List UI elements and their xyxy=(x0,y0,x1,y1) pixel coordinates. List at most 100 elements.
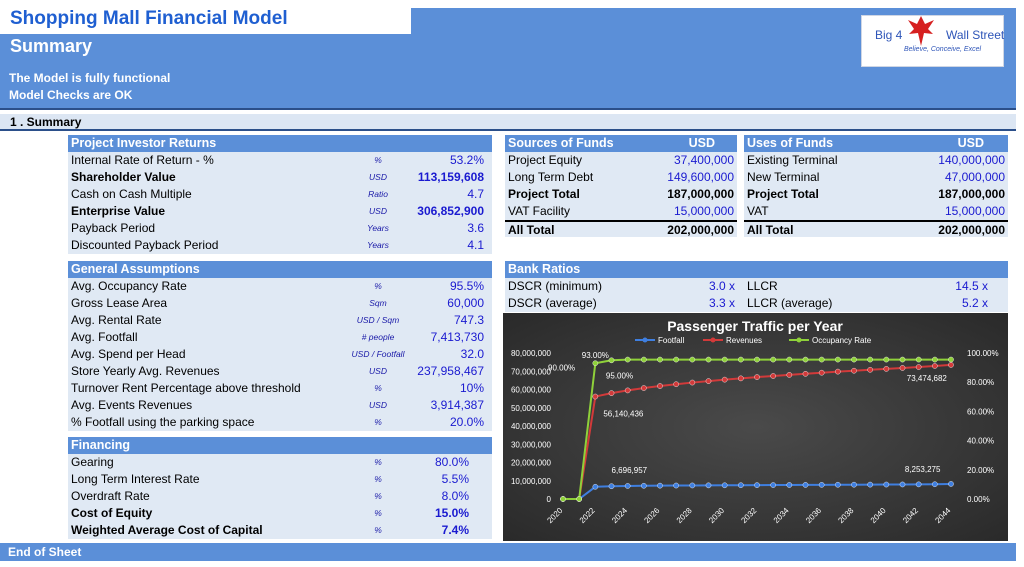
data-label: 73,474,682 xyxy=(907,374,948,383)
investor-return-row-label: Discounted Payback Period xyxy=(71,238,219,252)
series-point xyxy=(818,356,825,363)
source-row-value: 149,600,000 xyxy=(667,170,734,184)
legend-marker xyxy=(796,337,802,343)
financing-row-unit: % xyxy=(374,525,382,535)
y-left-tick-label: 50,000,000 xyxy=(511,404,552,413)
series-point xyxy=(835,481,841,488)
assumption-row-unit: % xyxy=(374,417,382,427)
investor-return-row-label: Cash on Cash Multiple xyxy=(71,187,192,201)
series-point xyxy=(624,356,631,363)
series-point xyxy=(705,356,712,363)
series-point xyxy=(738,482,744,489)
use-row: New Terminal 47,000,000 xyxy=(744,169,1008,186)
use-row: Existing Terminal 140,000,000 xyxy=(744,152,1008,169)
investor-return-row-unit: USD xyxy=(369,206,387,216)
bank-ratio-row-label-2: LLCR xyxy=(747,279,778,293)
use-row-label: Project Total xyxy=(747,187,819,201)
series-point xyxy=(689,379,696,386)
passenger-traffic-chart: Passenger Traffic per Year Footfall Revenu… xyxy=(503,313,1008,541)
series-point xyxy=(770,356,776,363)
series-point xyxy=(786,372,793,378)
series-point xyxy=(883,356,890,363)
legend-label: Revenues xyxy=(726,336,762,345)
legend-marker xyxy=(642,337,648,343)
bank-ratios-title: Bank Ratios xyxy=(505,261,1008,278)
y-left-tick-label: 10,000,000 xyxy=(511,477,552,486)
sources-title: Sources of Funds xyxy=(508,136,614,150)
assumption-row-value: 3,914,387 xyxy=(430,398,484,412)
sources-total-label: All Total xyxy=(508,223,555,237)
legend-marker xyxy=(710,337,716,343)
investor-return-row-value: 113,159,608 xyxy=(417,170,484,184)
series-point xyxy=(770,482,776,488)
series-point xyxy=(608,357,615,364)
investor-returns-table: Internal Rate of Return - %% 53.2% Shareho… xyxy=(68,152,492,254)
series-point xyxy=(641,385,647,391)
uses-currency: USD xyxy=(957,136,984,150)
chart-title: Passenger Traffic per Year xyxy=(667,318,843,334)
bank-ratios-table: DSCR (minimum) 3.0 x LLCR 14.5 x DSCR (avera… xyxy=(505,278,1008,312)
model-checks-status: Model Checks are OK xyxy=(9,88,133,102)
assumption-row-value: 60,000 xyxy=(447,296,484,310)
logo-text-left: Big 4 xyxy=(875,28,903,42)
assumption-row-unit: % xyxy=(374,281,382,291)
legend-label: Occupancy Rate xyxy=(812,336,872,345)
financing-row: Gearing% 80.0% xyxy=(68,454,492,471)
model-title: Shopping Mall Financial Model xyxy=(0,0,411,34)
series-point xyxy=(576,496,582,502)
series-point xyxy=(915,481,922,488)
financing-row-unit: % xyxy=(374,457,382,467)
assumption-row: Avg. Rental Rate USD / Sqm 747.3 xyxy=(68,312,492,329)
series-point xyxy=(851,356,857,363)
bank-ratio-row-label: DSCR (minimum) xyxy=(508,279,602,293)
investor-returns-title: Project Investor Returns xyxy=(68,135,492,152)
summary-band xyxy=(0,34,411,108)
financing-row-value: 80.0% xyxy=(434,455,469,469)
series-point xyxy=(883,366,890,372)
financing-row-label: Cost of Equity xyxy=(71,506,153,520)
financing-row-label: Overdraft Rate xyxy=(71,489,150,503)
sources-panel: Sources of Funds USD Project Equity 37,40… xyxy=(505,135,737,237)
series-point xyxy=(802,482,809,488)
series-point xyxy=(738,375,744,382)
assumption-row-label: Store Yearly Avg. Revenues xyxy=(71,364,220,378)
bank-ratio-row: DSCR (minimum) 3.0 x LLCR 14.5 x xyxy=(505,278,1008,295)
model-status-functional: The Model is fully functional xyxy=(9,71,171,85)
series-point xyxy=(818,369,825,376)
series-point xyxy=(657,482,663,489)
assumption-row-unit: USD / Sqm xyxy=(356,315,400,325)
chart-canvas: Passenger Traffic per Year Footfall Revenu… xyxy=(503,313,1008,541)
y-right-tick-label: 100.00% xyxy=(967,349,999,358)
series-point xyxy=(770,373,776,379)
series-point xyxy=(624,387,631,394)
series-point xyxy=(560,496,566,502)
assumption-row-unit: Sqm xyxy=(369,298,387,308)
source-row-value: 15,000,000 xyxy=(673,204,734,218)
y-left-tick-label: 30,000,000 xyxy=(511,440,552,449)
use-row-value: 47,000,000 xyxy=(944,170,1005,184)
investor-return-row-unit: Years xyxy=(367,223,389,233)
use-row-value: 15,000,000 xyxy=(944,204,1005,218)
eagle-icon xyxy=(908,16,934,46)
assumption-row: % Footfall using the parking space% 20.0% xyxy=(68,414,492,431)
series-point xyxy=(641,356,647,363)
series-point xyxy=(592,360,599,367)
financing-row-label: Weighted Average Cost of Capital xyxy=(71,523,263,537)
general-assumptions-table: Avg. Occupancy Rate% 95.5% Gross Lease Are… xyxy=(68,278,492,431)
series-point xyxy=(915,364,922,370)
source-row-label: Long Term Debt xyxy=(508,170,594,184)
legend-label: Footfall xyxy=(658,336,684,345)
series-point xyxy=(721,356,728,363)
bank-ratio-row-value: 3.0 x xyxy=(708,279,735,293)
series-point xyxy=(592,393,599,400)
data-label: 95.00% xyxy=(606,371,633,380)
series-point xyxy=(851,481,857,488)
assumption-row: Avg. Events Revenues USD 3,914,387 xyxy=(68,397,492,414)
series-point xyxy=(721,482,728,489)
investor-return-row-value: 53.2% xyxy=(449,153,484,167)
assumption-row-value: 95.5% xyxy=(449,279,484,293)
use-row: VAT 15,000,000 xyxy=(744,203,1008,220)
use-row-label: Existing Terminal xyxy=(747,153,838,167)
sources-header: Sources of Funds USD xyxy=(505,135,737,152)
investor-return-row-label: Shareholder Value xyxy=(71,170,176,184)
